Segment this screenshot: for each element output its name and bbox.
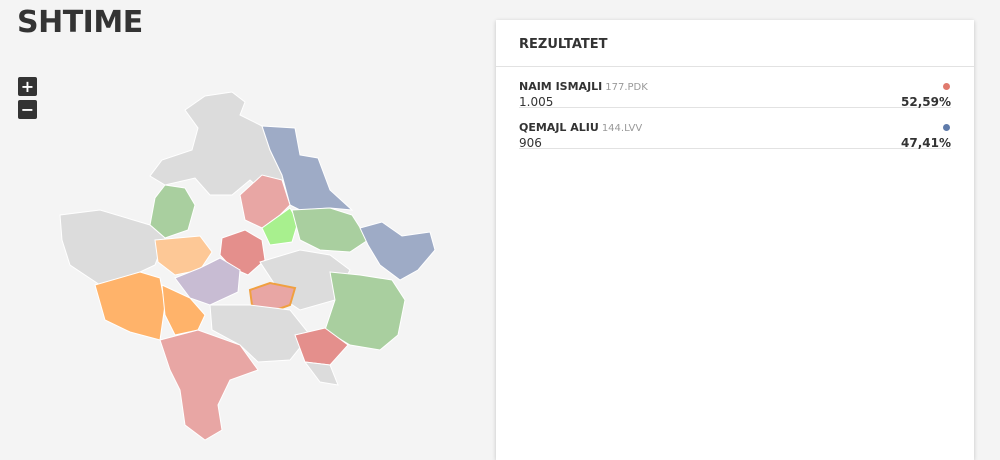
- region: [239, 174, 291, 229]
- region: [174, 257, 241, 306]
- candidate-name: NAIM ISMAJLI 177.PDK: [519, 80, 648, 93]
- region: [261, 207, 299, 246]
- region: [359, 221, 436, 281]
- candidate-code: 144.LVV: [601, 123, 643, 134]
- region: [261, 125, 354, 211]
- map: [59, 91, 436, 441]
- region: [94, 271, 166, 341]
- zoom-out[interactable]: −: [18, 100, 37, 119]
- zoom-in[interactable]: +: [18, 77, 37, 96]
- name: NAIM ISMAJLI: [519, 80, 603, 93]
- region: [219, 229, 266, 276]
- percent: 52,59%: [901, 95, 951, 109]
- title: SHTIME: [17, 5, 143, 40]
- name: QEMAJL ALIU: [519, 121, 599, 134]
- region: [209, 304, 311, 363]
- color-dot: [943, 83, 950, 90]
- region: [291, 207, 369, 253]
- region: [159, 329, 259, 441]
- results-list: NAIM ISMAJLI 177.PDK 1.005 52,59% QEMAJL ALI…: [496, 67, 974, 150]
- region: [59, 209, 166, 286]
- candidate-row: QEMAJL ALIU 144.LVV 906 47,41%: [519, 108, 951, 150]
- candidate-row: NAIM ISMAJLI 177.PDK 1.005 52,59%: [519, 67, 951, 109]
- page: SHTIME + − REZULTATET NAIM ISMAJLI 177.PD…: [17, 5, 974, 460]
- results-panel: REZULTATET NAIM ISMAJLI 177.PDK 1.005 52,59…: [496, 20, 974, 460]
- candidate-code: 177.PDK: [605, 82, 648, 93]
- percent: 47,41%: [901, 136, 951, 150]
- region: [303, 361, 339, 386]
- color-dot: [943, 124, 950, 131]
- candidate-name: QEMAJL ALIU 144.LVV: [519, 121, 642, 134]
- region: [324, 271, 406, 351]
- region: [149, 184, 196, 239]
- votes: 906: [519, 136, 542, 150]
- region: [294, 327, 349, 366]
- panel-title: REZULTATET: [496, 20, 974, 67]
- votes: 1.005: [519, 95, 554, 109]
